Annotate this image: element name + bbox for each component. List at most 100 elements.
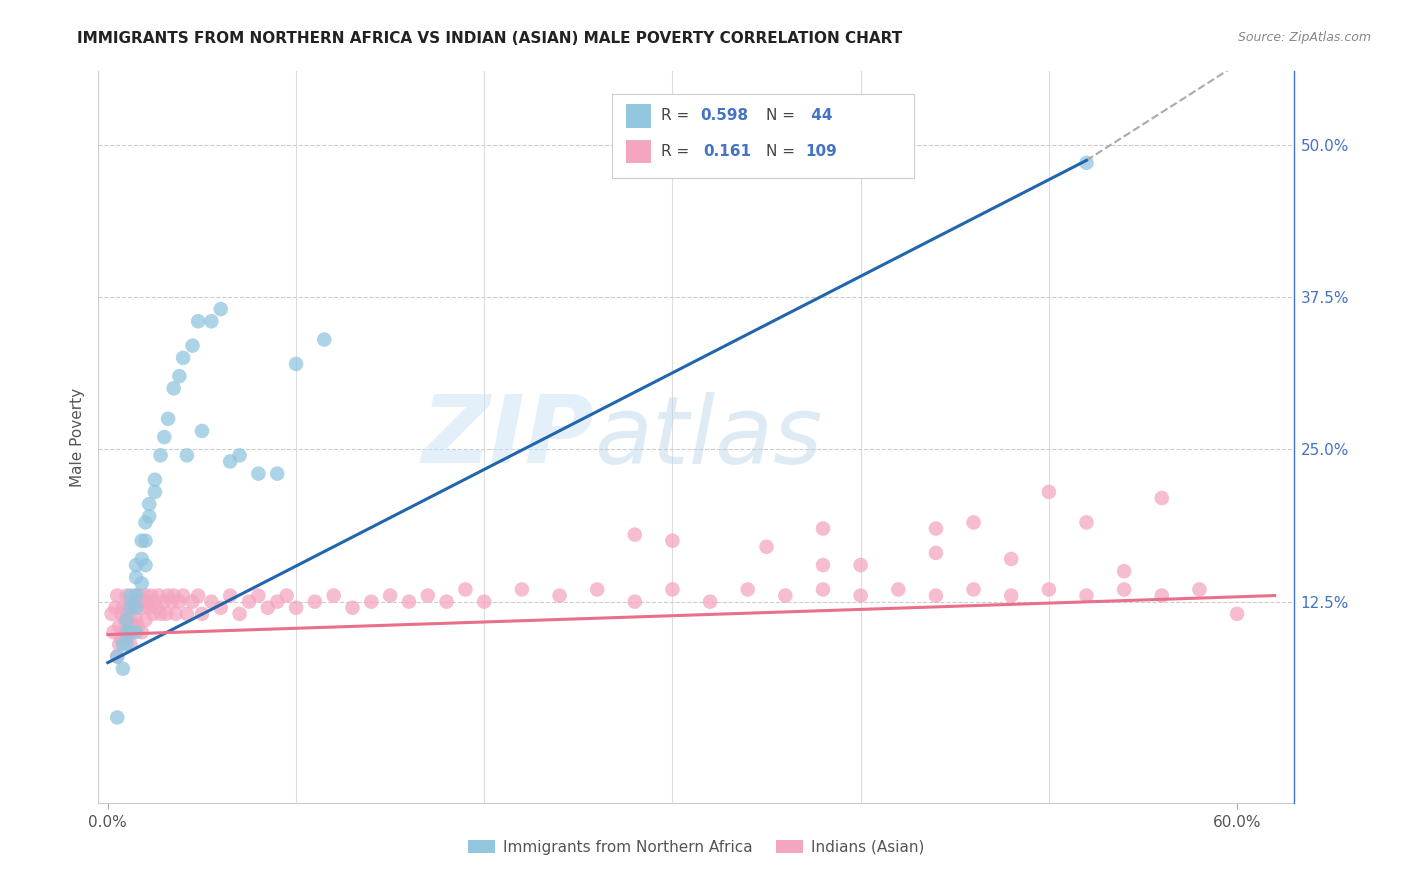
Point [1076,589,1098,603]
Y-axis label: Male Poverty: Male Poverty [70,387,86,487]
Point [219,454,242,468]
Point [111,600,134,615]
Point [125,625,148,640]
Point [887,582,910,597]
Point [962,516,984,530]
Point [322,589,344,603]
Point [849,558,872,573]
Point [191,607,214,621]
Point [1150,589,1173,603]
Point [108,619,131,633]
Point [148,589,170,603]
Point [314,333,336,347]
Text: 109: 109 [806,145,838,159]
Point [360,594,382,608]
Point [105,710,128,724]
Point [775,589,797,603]
Point [145,600,167,615]
Text: atlas: atlas [595,392,823,483]
Point [131,600,153,615]
Point [811,521,834,535]
Point [378,589,401,603]
Point [209,302,232,317]
Point [155,607,177,621]
Text: ZIP: ZIP [422,391,595,483]
Point [115,607,138,621]
Point [136,594,159,608]
Point [623,527,645,541]
Point [266,594,288,608]
Point [122,594,145,608]
Point [169,369,191,384]
Point [172,589,194,603]
Point [120,594,142,608]
Legend: Immigrants from Northern Africa, Indians (Asian): Immigrants from Northern Africa, Indians… [461,834,931,861]
Text: 44: 44 [806,109,832,123]
Point [131,552,153,566]
Point [114,632,136,646]
Point [436,594,458,608]
Point [398,594,420,608]
Point [143,594,166,608]
Point [1000,589,1022,603]
Point [266,467,288,481]
Point [122,619,145,633]
Text: 0.598: 0.598 [700,109,748,123]
Point [138,509,160,524]
Point [342,600,364,615]
Point [139,589,162,603]
Point [1114,582,1136,597]
Point [149,448,172,462]
Point [138,497,160,511]
Point [114,613,136,627]
Point [925,546,948,560]
Point [125,589,148,603]
Point [134,516,156,530]
Point [132,594,155,608]
Point [111,625,134,640]
Point [187,314,209,328]
Point [454,582,477,597]
Point [200,594,222,608]
Point [111,637,134,651]
Point [134,533,156,548]
Point [209,600,232,615]
Point [120,625,142,640]
Point [1150,491,1173,505]
Point [134,589,156,603]
Point [157,589,180,603]
Point [105,649,128,664]
Text: Source: ZipAtlas.com: Source: ZipAtlas.com [1237,31,1371,45]
Point [176,448,198,462]
Point [219,589,242,603]
Point [120,637,142,651]
Point [1000,552,1022,566]
Point [849,589,872,603]
Point [276,589,298,603]
Point [125,600,148,615]
Point [149,607,172,621]
Point [472,594,495,608]
Point [157,412,180,426]
Point [661,533,683,548]
Point [163,381,186,395]
Point [125,589,148,603]
Point [110,632,132,646]
Point [510,582,533,597]
Point [247,589,270,603]
Point [172,351,194,365]
Point [163,589,186,603]
Point [105,649,128,664]
Point [160,594,183,608]
Point [120,613,142,627]
Point [623,594,645,608]
Point [104,600,127,615]
Point [699,594,721,608]
Point [228,448,250,462]
Point [256,600,278,615]
Point [181,338,204,352]
Point [925,589,948,603]
Point [142,607,165,621]
Point [120,589,142,603]
Point [169,594,191,608]
